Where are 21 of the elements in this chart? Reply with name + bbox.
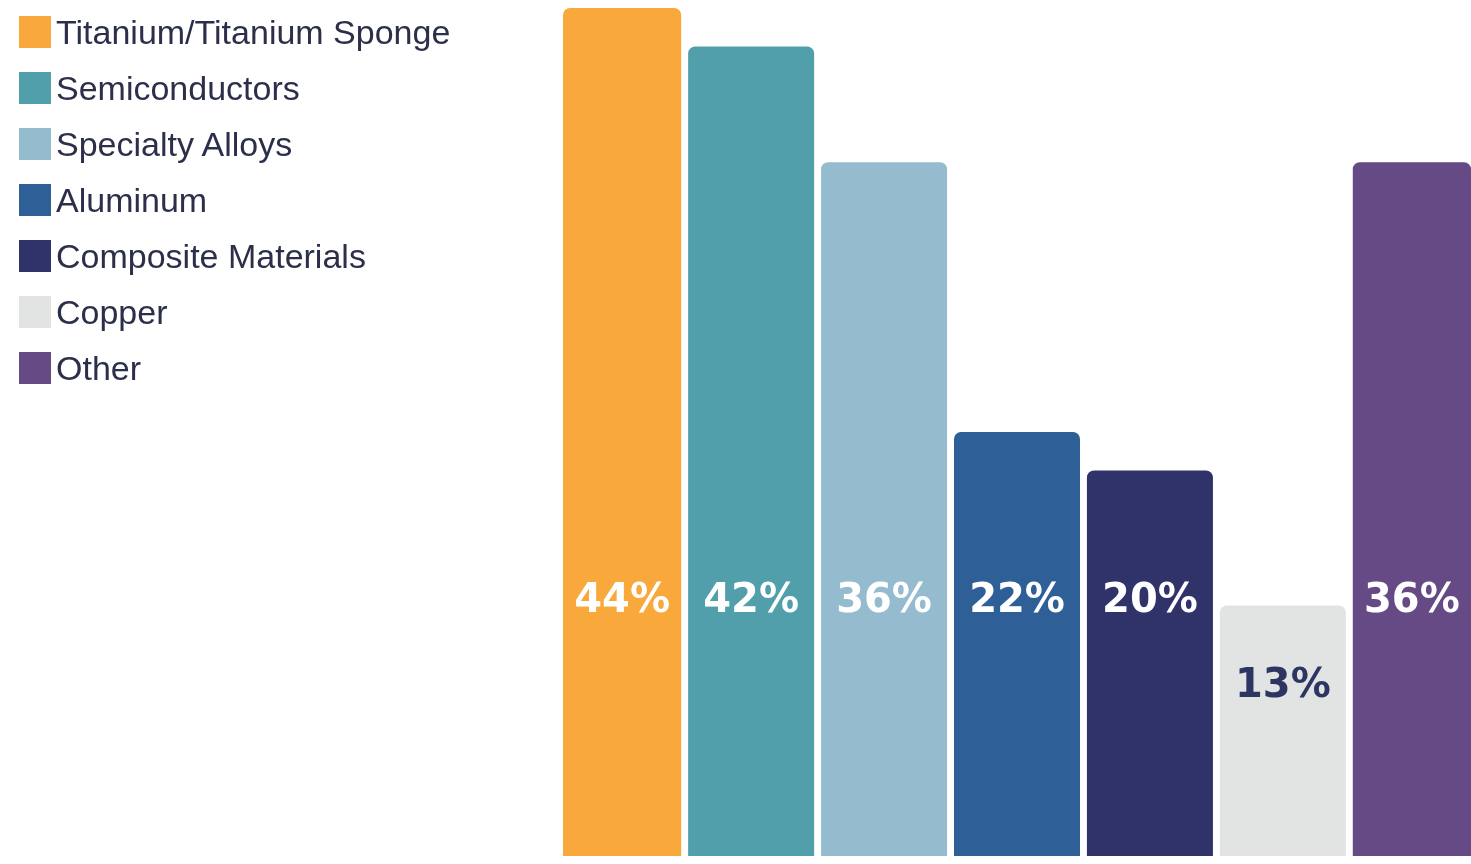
data-label: 13% [1234, 660, 1331, 707]
legend-label: Composite Materials [56, 237, 366, 275]
bar [821, 162, 948, 856]
bar [954, 432, 1080, 856]
data-label: 42% [703, 575, 800, 621]
bar [1352, 162, 1471, 856]
legend-label: Specialty Alloys [56, 125, 293, 163]
legend-label: Other [56, 349, 142, 387]
bar [1219, 605, 1346, 856]
legend-label: Titanium/Titanium Sponge [56, 13, 451, 51]
data-label: 20% [1102, 575, 1198, 621]
bar [563, 8, 682, 856]
data-label: 44% [574, 575, 670, 621]
legend-label: Copper [56, 293, 168, 331]
data-label: 36% [836, 575, 932, 621]
bar [688, 46, 815, 856]
legend-label: Aluminum [56, 181, 208, 219]
data-label: 22% [969, 575, 1065, 621]
data-label: 36% [1364, 575, 1460, 621]
bar [1086, 470, 1213, 856]
legend-label: Semiconductors [56, 69, 300, 107]
